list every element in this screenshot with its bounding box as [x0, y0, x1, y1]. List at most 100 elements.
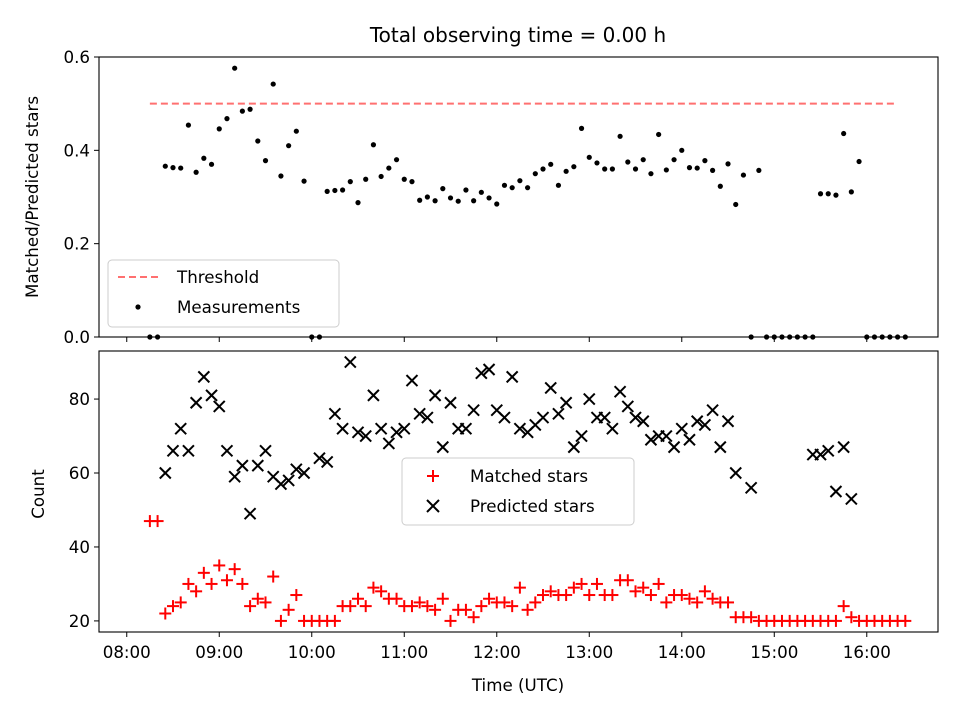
matched-star-point — [560, 589, 573, 602]
predicted-star-point — [243, 507, 257, 520]
predicted-star-point — [413, 407, 426, 421]
predicted-star-point — [189, 396, 203, 409]
predicted-star-point — [475, 366, 488, 380]
measurement-point — [478, 189, 484, 195]
matched-star-point — [583, 589, 596, 602]
matched-star-point — [706, 592, 719, 605]
count-legend: Matched stars Predicted stars — [401, 457, 635, 526]
matched-star-point — [590, 577, 603, 590]
measurement-point — [679, 147, 685, 153]
matched-star-point — [282, 603, 295, 616]
count-axes-frame — [98, 350, 939, 633]
matched-star-point — [544, 585, 557, 598]
measurement-point — [640, 157, 646, 163]
predicted-star-point — [675, 422, 688, 435]
matched-star-point — [174, 596, 187, 609]
predicted-star-point — [559, 396, 573, 409]
matched-star-point — [567, 581, 580, 594]
matched-star-point — [691, 596, 704, 609]
measurement-point — [486, 195, 492, 201]
predicted-star-point — [660, 429, 673, 443]
matched-stars-points — [143, 515, 912, 627]
predicted-star-point — [436, 440, 450, 454]
predicted-star-point — [390, 426, 403, 439]
measurement-point — [339, 187, 346, 193]
measurement-point — [656, 131, 662, 138]
measurement-point — [347, 179, 353, 185]
measurement-point — [571, 164, 577, 170]
predicted-star-point — [505, 370, 519, 384]
predicted-star-point — [845, 492, 858, 506]
count-x-tick-label: 12:00 — [473, 642, 521, 662]
matched-star-point — [429, 603, 442, 616]
measurement-point — [594, 160, 600, 166]
measurement-point — [663, 167, 669, 173]
matched-star-point — [151, 515, 164, 528]
measurement-point — [355, 200, 361, 206]
measurement-point — [332, 187, 338, 194]
predicted-star-point — [552, 407, 565, 421]
matched-star-point — [405, 600, 418, 613]
measurement-point — [625, 159, 631, 165]
matched-star-point — [698, 585, 711, 598]
matched-star-point — [537, 589, 550, 602]
predicted-star-point — [629, 411, 642, 424]
measurement-point — [370, 142, 377, 148]
measurement-point — [563, 168, 569, 174]
predicted-star-point — [213, 400, 226, 413]
measurement-point — [293, 128, 299, 134]
legend-measurements-label: Measurements — [177, 297, 300, 317]
ratio-axes-frame — [98, 56, 939, 338]
matched-star-point — [837, 600, 850, 613]
measurement-point — [717, 183, 723, 189]
predicted-star-point — [367, 389, 380, 402]
measurement-point — [733, 201, 739, 208]
x-axis-label: Time (UTC) — [471, 675, 564, 695]
count-x-ticks: 08:00 09:00 10:00 11:00 12:00 13:00 14:00 15:00… — [103, 632, 891, 662]
measurement-point — [201, 155, 207, 161]
matched-star-point — [344, 600, 357, 613]
matched-star-point — [367, 581, 380, 594]
matched-star-point — [498, 596, 511, 609]
matched-star-point — [328, 614, 341, 627]
measurement-point — [393, 157, 400, 163]
measurement-point — [517, 178, 523, 184]
measurement-point — [286, 143, 292, 149]
predicted-star-point — [567, 440, 581, 454]
matched-star-point — [722, 596, 735, 609]
count-y-tick-label: 80 — [69, 389, 90, 409]
legend-predicted-label: Predicted stars — [470, 496, 595, 516]
matched-star-point — [483, 592, 496, 605]
predicted-star-point — [683, 433, 696, 446]
ratio-y-tick-label: 0.0 — [63, 327, 90, 347]
predicted-star-point — [220, 444, 234, 458]
matched-star-point — [375, 585, 388, 598]
matched-star-point — [274, 614, 287, 627]
matched-star-point — [899, 614, 912, 627]
matched-star-point — [745, 611, 758, 624]
predicted-star-point — [351, 426, 365, 439]
legend-measurements-swatch — [135, 304, 141, 310]
measurement-point — [432, 198, 438, 204]
measurement-point — [417, 197, 423, 203]
matched-star-point — [436, 592, 449, 605]
matched-star-point — [228, 563, 241, 576]
matched-star-point — [683, 592, 696, 605]
ratio-legend-box — [107, 259, 340, 328]
predicted-stars-points — [159, 355, 858, 520]
matched-star-point — [513, 581, 526, 594]
measurement-point — [555, 182, 562, 188]
count-x-tick-label: 08:00 — [103, 642, 151, 662]
predicted-star-point — [637, 415, 650, 428]
count-y-axis-label: Count — [28, 469, 48, 519]
count-x-tick-label: 10:00 — [288, 642, 336, 662]
matched-star-point — [660, 596, 673, 609]
matched-star-point — [390, 592, 403, 605]
measurement-point — [224, 116, 230, 122]
predicted-star-point — [174, 422, 187, 435]
predicted-star-point — [374, 422, 388, 435]
predicted-star-point — [320, 455, 334, 469]
count-panel: Count Time (UTC) 20 40 60 80 08:00 09:00 10:0… — [28, 350, 939, 695]
matched-star-point — [220, 574, 233, 587]
predicted-star-point — [814, 448, 827, 461]
